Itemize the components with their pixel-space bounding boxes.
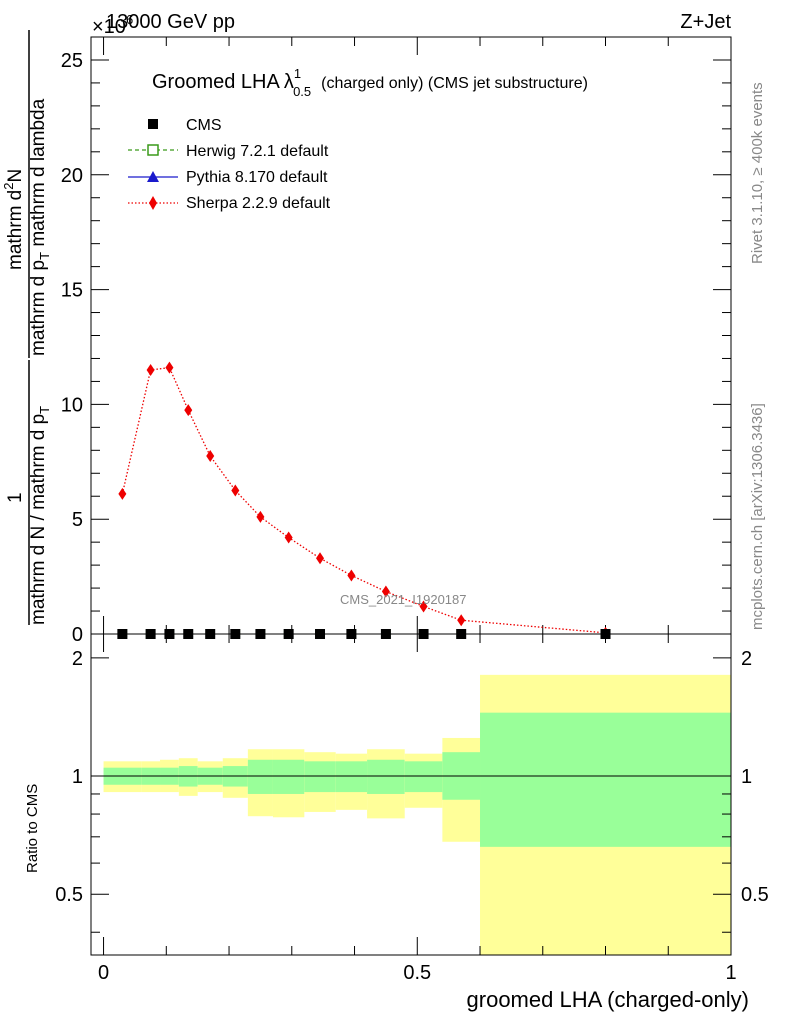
legend: CMS Herwig 7.2.1 default Pythia 8.170 de… (128, 117, 331, 212)
legend-herwig-label: Herwig 7.2.1 default (186, 143, 329, 160)
main-y-axis-label: 1 mathrm d N / mathrm d pT mathrm d2N ma… (1, 30, 52, 625)
ratio-y-tick-label: 0.5 (55, 884, 83, 906)
legend-pythia-label: Pythia 8.170 default (186, 169, 328, 186)
sherpa-point (316, 552, 325, 565)
sherpa-point (206, 450, 215, 463)
analysis-watermark: CMS_2021_I1920187 (340, 592, 467, 607)
legend-herwig-marker (147, 144, 159, 156)
ratio-y-tick-label-right: 1 (741, 766, 752, 788)
sherpa-point (118, 487, 127, 500)
ratio-band-inner (480, 712, 731, 847)
main-y-tick-label: 25 (61, 50, 83, 72)
legend-pythia-marker (147, 171, 159, 182)
y-label-den-2: mathrm d pT mathrm d lambda (28, 98, 52, 356)
ratio-axis-ticks: 0.5 0.5 1 1 2 2 0 0.5 1 (55, 634, 769, 984)
legend-sherpa-marker (149, 196, 157, 210)
main-y-tick-label: 20 (61, 165, 83, 187)
ratio-plot-frame (90, 633, 732, 956)
main-y-tick-label: 0 (72, 624, 83, 646)
ratio-y-tick-label-right: 0.5 (741, 884, 769, 906)
ratio-y-tick-label-right: 2 (741, 648, 752, 670)
sherpa-point (184, 404, 193, 417)
ratio-band-inner (367, 759, 405, 794)
plot-title: Groomed LHA λ1 0.5 (charged only) (CMS jet … (152, 66, 588, 99)
ratio-y-label: Ratio to CMS (24, 784, 41, 873)
ratio-band-inner (335, 761, 368, 793)
main-y-tick-label: 10 (61, 394, 83, 416)
ratio-band-inner (247, 759, 273, 794)
main-y-tick-label: 15 (61, 280, 83, 302)
legend-item-sherpa: Sherpa 2.2.9 default (128, 195, 331, 212)
x-tick-label: 0.5 (403, 962, 431, 984)
mcplots-label: mcplots.cern.ch [arXiv:1306.3436] (749, 403, 766, 630)
ratio-bands (103, 674, 731, 955)
process-label: Z+Jet (680, 11, 731, 33)
ratio-y-tick-label: 1 (72, 766, 83, 788)
legend-cms-label: CMS (186, 117, 222, 134)
y-label-one: 1 (5, 492, 26, 503)
sherpa-point (457, 614, 466, 627)
sherpa-point (347, 569, 356, 582)
legend-item-cms: CMS (148, 117, 222, 134)
x-tick-label: 1 (725, 962, 736, 984)
sherpa-point (381, 585, 390, 598)
sherpa-point (284, 531, 293, 544)
legend-item-pythia: Pythia 8.170 default (128, 169, 328, 186)
main-axis-ticks: 0 5 10 15 20 25 (61, 36, 732, 646)
ratio-band-inner (304, 761, 336, 793)
rivet-label: Rivet 3.1.10, ≥ 400k events (749, 82, 766, 264)
main-y-tick-label: 5 (72, 509, 83, 531)
x-axis-label: groomed LHA (charged-only) (467, 987, 749, 1012)
legend-item-herwig: Herwig 7.2.1 default (128, 143, 329, 160)
y-label-num-2: mathrm d2N (1, 169, 26, 270)
sherpa-point (146, 363, 155, 376)
sherpa-point (419, 600, 428, 613)
legend-sherpa-label: Sherpa 2.2.9 default (186, 195, 331, 212)
energy-label: 13000 GeV pp (106, 11, 235, 33)
exponent-label: ×106 (92, 12, 133, 38)
sherpa-line (121, 366, 606, 634)
y-label-den-1: mathrm d N / mathrm d pT (28, 406, 52, 625)
ratio-band-inner (272, 759, 305, 794)
ratio-band-inner (404, 761, 443, 793)
sherpa-point (165, 361, 174, 374)
legend-cms-marker (148, 119, 158, 129)
sherpa-point (231, 484, 240, 497)
x-tick-label: 0 (98, 962, 109, 984)
ratio-y-tick-label: 2 (72, 648, 83, 670)
sherpa-point (256, 510, 265, 523)
